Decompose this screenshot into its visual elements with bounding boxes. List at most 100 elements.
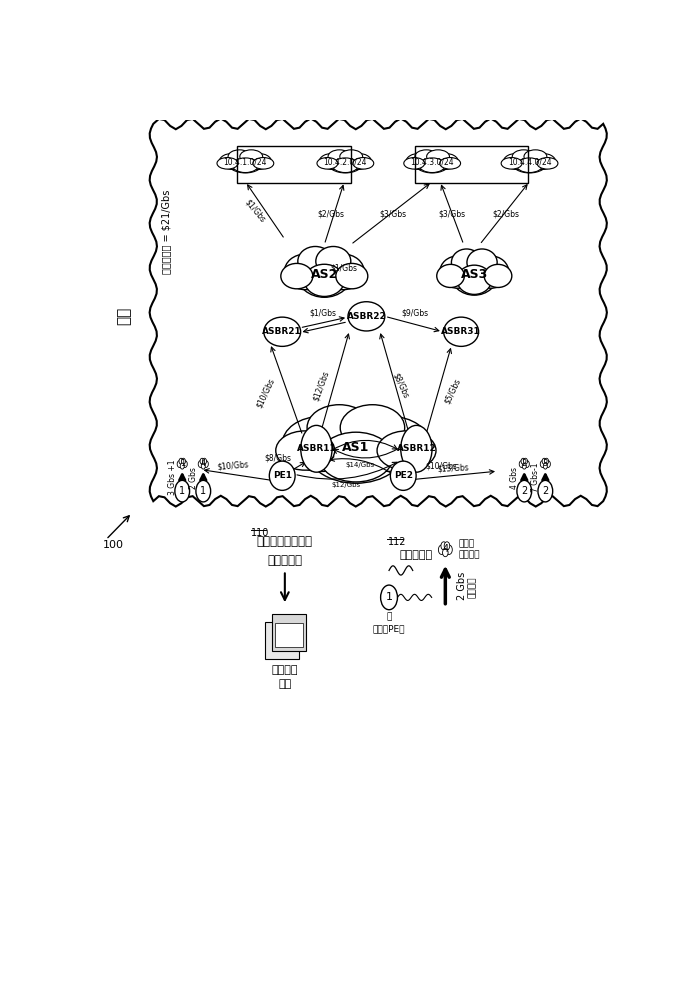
Ellipse shape (419, 158, 445, 173)
Ellipse shape (440, 256, 476, 288)
Circle shape (446, 545, 452, 554)
Ellipse shape (264, 317, 301, 346)
Ellipse shape (253, 158, 274, 169)
Polygon shape (149, 118, 607, 507)
Ellipse shape (332, 158, 359, 173)
Text: 1: 1 (386, 592, 392, 602)
Text: $3/Gbs: $3/Gbs (439, 209, 466, 218)
Bar (265, 622, 299, 659)
Text: 目的地
（前缀）: 目的地 （前缀） (458, 539, 480, 559)
Ellipse shape (437, 264, 464, 287)
Circle shape (444, 542, 449, 550)
Text: 2 Gbs: 2 Gbs (189, 467, 198, 489)
Text: $1/Gbs: $1/Gbs (310, 309, 337, 318)
Ellipse shape (340, 150, 363, 163)
Circle shape (525, 461, 530, 467)
Ellipse shape (452, 249, 481, 276)
Ellipse shape (270, 461, 295, 490)
Ellipse shape (298, 246, 333, 276)
Circle shape (202, 458, 206, 464)
Ellipse shape (316, 246, 351, 276)
Ellipse shape (244, 153, 272, 169)
Text: $2/Gbs: $2/Gbs (318, 209, 345, 218)
Ellipse shape (348, 302, 385, 331)
Circle shape (381, 585, 397, 610)
Text: 2 Gbs: 2 Gbs (457, 572, 467, 600)
Text: $8/Gbs: $8/Gbs (391, 372, 411, 400)
Ellipse shape (404, 158, 424, 169)
Text: ASBR21: ASBR21 (262, 327, 302, 336)
Ellipse shape (501, 158, 522, 169)
Text: $2/Gbs: $2/Gbs (492, 209, 519, 218)
Ellipse shape (426, 150, 449, 163)
Ellipse shape (240, 150, 263, 163)
Text: 1: 1 (179, 486, 185, 496)
Ellipse shape (431, 153, 458, 169)
Circle shape (200, 458, 204, 464)
Ellipse shape (457, 265, 492, 294)
Text: 4: 4 (201, 459, 206, 468)
Ellipse shape (415, 150, 438, 163)
Circle shape (177, 461, 182, 467)
Text: 业务规划
平台: 业务规划 平台 (272, 665, 298, 689)
Text: $12/Gbs: $12/Gbs (311, 369, 331, 402)
Text: 4 Gbs: 4 Gbs (511, 467, 519, 489)
Ellipse shape (317, 158, 338, 169)
Text: $10/Gbs: $10/Gbs (254, 377, 276, 410)
Ellipse shape (217, 158, 238, 169)
Ellipse shape (340, 405, 405, 451)
Bar (274, 623, 303, 647)
Text: $3/Gbs: $3/Gbs (379, 209, 406, 218)
Text: PE1: PE1 (273, 471, 292, 480)
Text: $13/Gbs: $13/Gbs (437, 463, 469, 473)
Text: 3 Gbs +1: 3 Gbs +1 (168, 460, 177, 495)
Ellipse shape (401, 425, 432, 472)
Ellipse shape (484, 264, 512, 287)
Ellipse shape (451, 253, 498, 295)
Ellipse shape (328, 150, 351, 163)
Circle shape (439, 545, 445, 554)
Text: ASBR31: ASBR31 (441, 327, 481, 336)
Ellipse shape (297, 251, 352, 297)
Text: 未分配惩罚 = $21/Gbs: 未分配惩罚 = $21/Gbs (162, 189, 171, 274)
Circle shape (542, 459, 549, 468)
Text: $10/Gbs: $10/Gbs (217, 460, 250, 472)
Ellipse shape (232, 158, 259, 173)
Bar (238, 146, 350, 183)
Bar (272, 614, 306, 651)
Text: 4: 4 (442, 544, 448, 554)
Circle shape (524, 458, 528, 464)
Circle shape (542, 458, 546, 464)
Ellipse shape (319, 432, 392, 482)
Ellipse shape (228, 150, 251, 163)
Circle shape (441, 542, 449, 555)
Ellipse shape (537, 158, 558, 169)
Ellipse shape (227, 152, 263, 173)
Ellipse shape (511, 152, 547, 173)
Text: $1/Gbs: $1/Gbs (330, 263, 357, 272)
Ellipse shape (304, 264, 344, 296)
Text: $14/Gbs: $14/Gbs (345, 462, 374, 468)
Circle shape (522, 463, 526, 469)
Text: 10.4.2.0/24: 10.4.2.0/24 (324, 158, 367, 167)
Text: ASBR22: ASBR22 (346, 312, 386, 321)
Text: $5/Gbs: $5/Gbs (443, 377, 462, 405)
Circle shape (204, 461, 208, 467)
Text: 示例业务流: 示例业务流 (400, 550, 433, 560)
Text: 3: 3 (543, 459, 548, 468)
Ellipse shape (285, 254, 327, 290)
Text: AS3: AS3 (460, 267, 488, 280)
Text: AS2: AS2 (310, 267, 338, 280)
Ellipse shape (467, 249, 497, 276)
Ellipse shape (281, 263, 313, 289)
Ellipse shape (323, 254, 365, 290)
Ellipse shape (306, 411, 407, 483)
Circle shape (181, 458, 185, 464)
Text: 业务带宽: 业务带宽 (468, 577, 477, 598)
Text: $1/Gbs: $1/Gbs (242, 198, 267, 224)
Circle shape (179, 458, 183, 464)
Ellipse shape (353, 158, 373, 169)
Ellipse shape (377, 431, 436, 470)
Circle shape (517, 480, 532, 502)
Text: AS1: AS1 (342, 441, 369, 454)
